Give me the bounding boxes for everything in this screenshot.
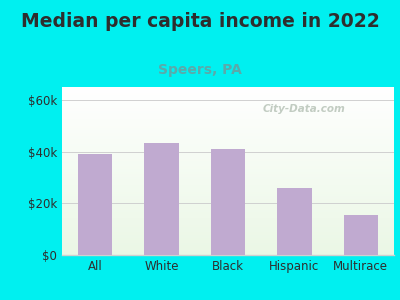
Bar — [344, 215, 378, 255]
Bar — [144, 142, 179, 255]
Bar — [277, 188, 312, 255]
Bar — [211, 149, 245, 255]
Text: Median per capita income in 2022: Median per capita income in 2022 — [21, 12, 379, 31]
Bar — [78, 154, 112, 255]
Text: City-Data.com: City-Data.com — [263, 104, 346, 114]
Text: Speers, PA: Speers, PA — [158, 63, 242, 77]
